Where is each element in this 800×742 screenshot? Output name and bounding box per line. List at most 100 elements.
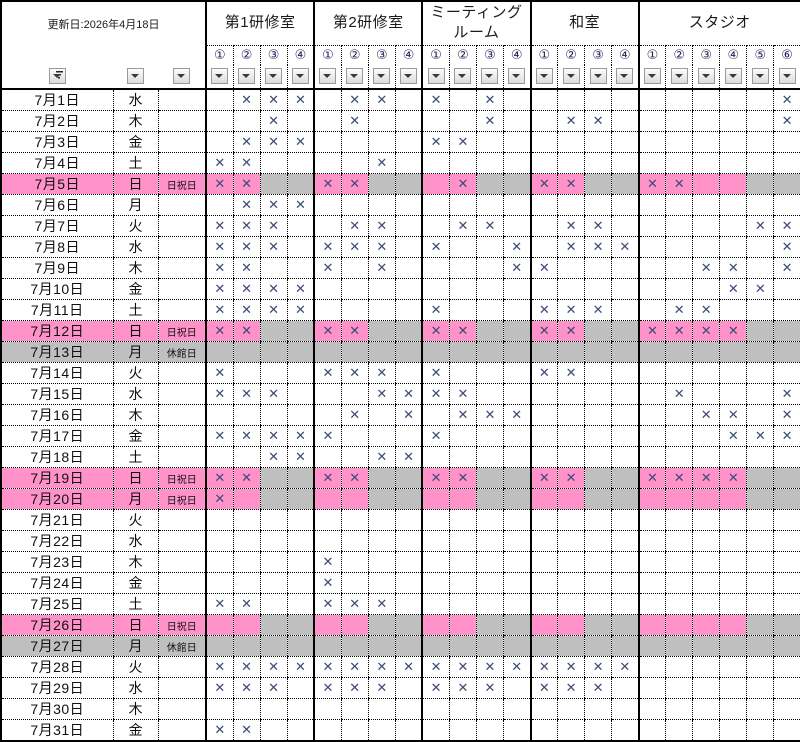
slot-cell-r1-s3[interactable]: ✕ (259, 110, 288, 132)
slot-cell-r1-s3[interactable] (259, 152, 288, 174)
slot-cell-r5-s3[interactable] (692, 131, 720, 153)
slot-cell-r5-s1[interactable] (637, 551, 666, 573)
slot-cell-r5-s4[interactable]: ✕ (719, 257, 747, 279)
slot-cell-r3-s1[interactable] (421, 446, 450, 468)
slot-cell-r5-s5[interactable] (746, 719, 774, 742)
slot-cell-r4-s4[interactable] (611, 509, 639, 531)
slot-cell-r5-s5[interactable] (746, 152, 774, 174)
slot-cell-r2-s3[interactable]: ✕ (367, 362, 396, 384)
slot-cell-r1-s2[interactable] (232, 635, 261, 657)
slot-cell-r4-s2[interactable] (557, 635, 585, 657)
slot-cell-r1-s1[interactable] (205, 89, 234, 111)
slot-cell-r4-s2[interactable]: ✕ (557, 173, 585, 195)
slot-cell-r1-s4[interactable]: ✕ (286, 194, 315, 216)
slot-cell-r4-s2[interactable]: ✕ (557, 656, 585, 678)
slot-cell-r5-s2[interactable] (665, 656, 693, 678)
slot-cell-r2-s1[interactable]: ✕ (313, 572, 342, 594)
slot-cell-r2-s1[interactable] (313, 530, 342, 552)
chevron-down-icon[interactable] (173, 68, 191, 85)
slot-cell-r1-s3[interactable] (259, 488, 288, 510)
slot-cell-r5-s4[interactable]: ✕ (719, 278, 747, 300)
slot-cell-r2-s3[interactable]: ✕ (367, 656, 396, 678)
slot-cell-r2-s2[interactable] (340, 551, 369, 573)
slot-cell-r3-s1[interactable]: ✕ (421, 677, 450, 699)
slot-cell-r4-s4[interactable] (611, 404, 639, 426)
slot-cell-r2-s2[interactable]: ✕ (340, 656, 369, 678)
slot-cell-r2-s1[interactable]: ✕ (313, 362, 342, 384)
slot-cell-r3-s2[interactable] (448, 257, 477, 279)
slot-cell-r1-s3[interactable] (259, 404, 288, 426)
slot-cell-r4-s1[interactable] (529, 341, 558, 363)
slot-cell-r1-s4[interactable] (286, 215, 315, 237)
slot-cell-r2-s4[interactable] (394, 173, 423, 195)
slot-cell-r4-s4[interactable] (611, 341, 639, 363)
slot-cell-r1-s1[interactable]: ✕ (205, 362, 234, 384)
slot-cell-r3-s1[interactable] (421, 341, 450, 363)
chevron-down-icon[interactable] (778, 68, 796, 85)
slot-cell-r2-s2[interactable] (340, 572, 369, 594)
slot-cell-r1-s3[interactable] (259, 551, 288, 573)
filter-button-note[interactable] (158, 65, 207, 90)
slot-cell-r2-s1[interactable] (313, 131, 342, 153)
slot-cell-r4-s3[interactable] (584, 320, 612, 342)
slot-cell-r5-s6[interactable] (773, 278, 800, 300)
slot-cell-r2-s4[interactable] (394, 698, 423, 720)
slot-cell-r3-s2[interactable] (448, 593, 477, 615)
slot-cell-r2-s4[interactable] (394, 425, 423, 447)
slot-cell-r2-s1[interactable] (313, 152, 342, 174)
slot-cell-r3-s2[interactable] (448, 551, 477, 573)
slot-cell-r5-s4[interactable]: ✕ (719, 404, 747, 426)
slot-cell-r2-s4[interactable] (394, 89, 423, 111)
slot-cell-r2-s4[interactable] (394, 677, 423, 699)
slot-cell-r4-s4[interactable] (611, 131, 639, 153)
slot-cell-r5-s1[interactable] (637, 131, 666, 153)
slot-cell-r1-s1[interactable] (205, 341, 234, 363)
slot-cell-r2-s3[interactable] (367, 341, 396, 363)
slot-cell-r4-s1[interactable] (529, 698, 558, 720)
slot-cell-r4-s2[interactable]: ✕ (557, 362, 585, 384)
slot-cell-r1-s1[interactable]: ✕ (205, 488, 234, 510)
slot-cell-r4-s4[interactable] (611, 215, 639, 237)
slot-cell-r1-s2[interactable] (232, 362, 261, 384)
slot-cell-r5-s3[interactable]: ✕ (692, 404, 720, 426)
slot-cell-r4-s4[interactable] (611, 719, 639, 742)
slot-cell-r5-s2[interactable] (665, 194, 693, 216)
slot-cell-r4-s1[interactable]: ✕ (529, 467, 558, 489)
slot-cell-r4-s3[interactable] (584, 530, 612, 552)
slot-cell-r5-s5[interactable] (746, 698, 774, 720)
slot-cell-r5-s4[interactable] (719, 530, 747, 552)
slot-cell-r5-s4[interactable] (719, 446, 747, 468)
slot-cell-r5-s3[interactable] (692, 635, 720, 657)
slot-cell-r1-s3[interactable] (259, 635, 288, 657)
slot-cell-r5-s5[interactable] (746, 467, 774, 489)
slot-cell-r5-s1[interactable] (637, 110, 666, 132)
slot-cell-r4-s1[interactable] (529, 572, 558, 594)
slot-cell-r3-s4[interactable] (502, 530, 531, 552)
slot-cell-r2-s1[interactable] (313, 488, 342, 510)
slot-cell-r1-s1[interactable]: ✕ (205, 257, 234, 279)
slot-cell-r4-s3[interactable] (584, 572, 612, 594)
slot-cell-r5-s6[interactable] (773, 320, 800, 342)
slot-cell-r5-s1[interactable]: ✕ (637, 173, 666, 195)
slot-cell-r5-s3[interactable] (692, 236, 720, 258)
slot-cell-r1-s1[interactable] (205, 194, 234, 216)
slot-cell-r2-s4[interactable] (394, 236, 423, 258)
slot-cell-r5-s2[interactable] (665, 551, 693, 573)
slot-cell-r5-s5[interactable] (746, 404, 774, 426)
slot-cell-r5-s5[interactable] (746, 488, 774, 510)
slot-cell-r4-s4[interactable] (611, 194, 639, 216)
slot-cell-r4-s1[interactable] (529, 152, 558, 174)
slot-cell-r5-s2[interactable] (665, 530, 693, 552)
slot-cell-r1-s3[interactable] (259, 698, 288, 720)
slot-cell-r2-s2[interactable] (340, 341, 369, 363)
slot-cell-r3-s3[interactable] (475, 152, 504, 174)
slot-cell-r3-s4[interactable] (502, 425, 531, 447)
slot-cell-r3-s2[interactable]: ✕ (448, 677, 477, 699)
slot-cell-r4-s3[interactable] (584, 194, 612, 216)
slot-cell-r5-s4[interactable] (719, 236, 747, 258)
slot-cell-r5-s1[interactable]: ✕ (637, 467, 666, 489)
slot-cell-r5-s2[interactable]: ✕ (665, 299, 693, 321)
slot-cell-r4-s1[interactable] (529, 404, 558, 426)
chevron-down-icon[interactable] (127, 68, 144, 85)
slot-cell-r5-s4[interactable] (719, 677, 747, 699)
